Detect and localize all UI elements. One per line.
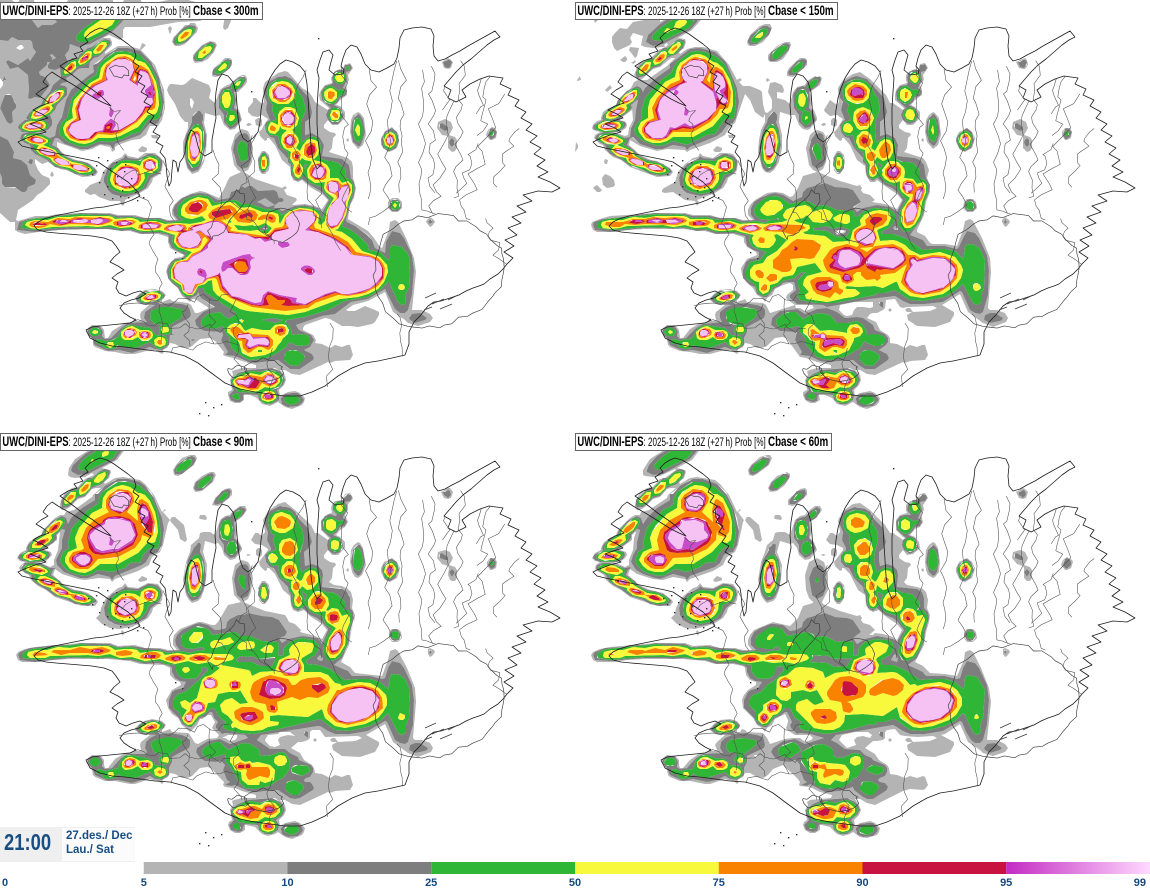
svg-text:90: 90 — [856, 877, 868, 889]
svg-text:75: 75 — [713, 877, 725, 889]
svg-text:0: 0 — [2, 877, 8, 889]
svg-text:95: 95 — [1000, 877, 1012, 889]
svg-text:99: 99 — [1134, 877, 1146, 889]
svg-text:5: 5 — [141, 877, 147, 889]
svg-text:10: 10 — [281, 877, 293, 889]
svg-text:25: 25 — [425, 877, 437, 889]
svg-text:50: 50 — [569, 877, 581, 889]
